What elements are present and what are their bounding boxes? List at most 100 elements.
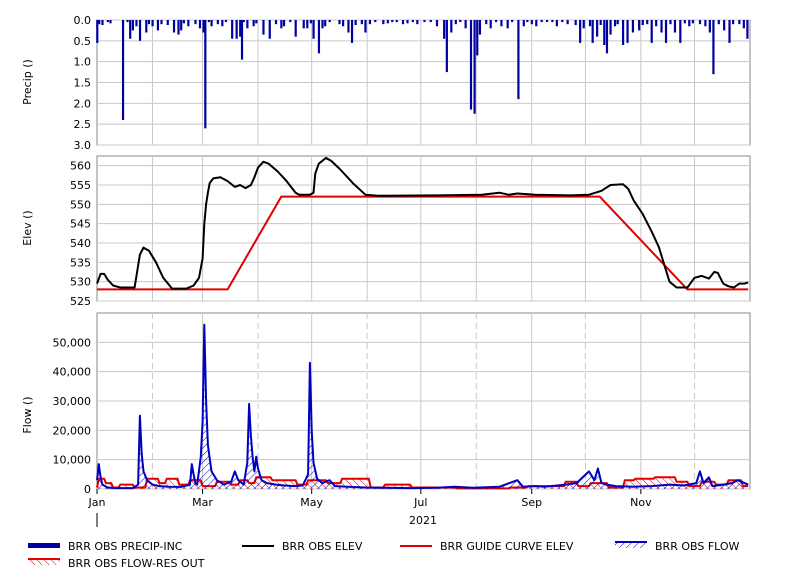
- precip-bar: [187, 20, 190, 27]
- precip-bar: [224, 20, 228, 23]
- precip-bar: [489, 20, 492, 29]
- precip-bar: [478, 20, 482, 35]
- elev-gridlines: [97, 156, 750, 302]
- precip-bar: [302, 20, 305, 29]
- elev-y-tick-label: 560: [70, 160, 91, 173]
- precip-bar: [294, 20, 297, 37]
- precip-bar: [391, 20, 394, 23]
- elev-guide-curve-line: [97, 195, 749, 291]
- precip-bar: [306, 20, 309, 29]
- precip-bar: [289, 20, 292, 23]
- precip-bar: [723, 20, 726, 31]
- legend-label: BRR OBS PRECIP-INC: [68, 540, 183, 553]
- precip-bar: [596, 20, 599, 37]
- precip-bars: [96, 20, 749, 129]
- precip-bar: [131, 20, 134, 31]
- precip-bar: [101, 20, 104, 25]
- flow-y-tick-label: 10,000: [53, 454, 92, 467]
- precip-bar: [360, 20, 363, 25]
- precip-bar: [691, 20, 694, 24]
- precip-bar: [522, 20, 525, 27]
- year-label: 2021: [409, 514, 437, 527]
- flow-res-out-line: [96, 476, 749, 490]
- precip-bar: [328, 20, 331, 23]
- elev-y-tick-label: 535: [70, 256, 91, 269]
- precip-bar: [613, 20, 617, 27]
- precip-bar: [182, 20, 185, 24]
- precip-bar: [708, 20, 711, 33]
- precip-bar: [664, 20, 668, 43]
- precip-bar: [574, 20, 577, 25]
- flow-y-tick-label: 0: [84, 483, 91, 496]
- flow-x-tick-label: Jul: [413, 496, 427, 509]
- precip-bar: [476, 20, 479, 56]
- precip-bar: [274, 20, 278, 25]
- flow-y-axis-label: Flow (): [21, 396, 34, 433]
- precip-bar: [450, 20, 453, 33]
- flow-x-tick-label: May: [300, 496, 323, 509]
- precip-bar: [129, 20, 132, 39]
- precip-bar: [341, 20, 345, 27]
- precip-bar: [255, 20, 258, 24]
- precip-bar: [126, 20, 129, 23]
- precip-bar: [338, 20, 341, 25]
- precip-y-ticks: 0.0 0.5 1.0 1.5 2.0 2.5 3.0: [74, 14, 92, 152]
- precip-bar: [500, 20, 503, 27]
- precip-bar: [588, 20, 592, 27]
- precip-bar: [395, 20, 398, 23]
- precip-bar: [221, 20, 224, 27]
- precip-y-tick-label: 2.0: [74, 97, 92, 110]
- precip-bar: [555, 20, 558, 27]
- precip-bar: [216, 20, 219, 25]
- elev-lines: [96, 156, 749, 291]
- precip-bar: [350, 20, 354, 43]
- precip-bar: [738, 20, 741, 25]
- precip-bar: [172, 20, 176, 33]
- precip-bar: [429, 20, 432, 23]
- precip-bar: [202, 20, 205, 33]
- legend-label: BRR OBS FLOW: [655, 540, 740, 553]
- precip-bar: [106, 20, 109, 23]
- precip-bar: [561, 20, 564, 23]
- precip-bar: [235, 20, 238, 39]
- elev-y-axis-label: Elev (): [21, 210, 34, 245]
- precip-bar: [631, 20, 635, 33]
- precip-bar: [445, 20, 448, 73]
- precip-bar: [511, 20, 514, 23]
- elev-y-tick-label: 540: [70, 237, 91, 250]
- precip-bar: [411, 20, 414, 23]
- legend-swatch-hatch: [615, 542, 647, 548]
- flow-y-tick-label: 40,000: [53, 366, 92, 379]
- precip-bar: [673, 20, 677, 33]
- legend-swatch-hatch: [28, 559, 60, 565]
- flow-observed-line: [96, 323, 749, 490]
- precip-bar: [551, 20, 554, 23]
- precip-bar: [717, 20, 720, 25]
- flow-y-tick-label: 50,000: [53, 336, 92, 349]
- precip-y-tick-label: 1.0: [74, 56, 92, 69]
- precip-bar: [239, 20, 242, 37]
- precip-bar: [204, 20, 207, 129]
- precip-bar: [96, 20, 99, 43]
- precip-bar: [603, 20, 606, 45]
- precip-bar: [177, 20, 180, 35]
- precip-bar: [728, 20, 731, 43]
- precip-bar: [540, 20, 543, 23]
- precip-bar: [660, 20, 663, 33]
- elev-panel: 525 530 535 540 545 550 555 560 Elev (): [21, 155, 751, 308]
- precip-bar: [599, 20, 602, 25]
- elev-y-tick-label: 550: [70, 198, 91, 211]
- precip-bar: [688, 20, 691, 27]
- precip-y-tick-label: 2.5: [74, 118, 92, 131]
- precip-bar: [401, 20, 405, 25]
- legend-swatch-precip: [28, 543, 60, 548]
- precip-bar: [704, 20, 707, 27]
- flow-y-ticks: 0 10,000 20,000 30,000 40,000 50,000: [53, 336, 92, 496]
- precip-y-tick-label: 0.5: [74, 35, 92, 48]
- precip-bar: [530, 20, 533, 25]
- precip-bar: [423, 20, 426, 23]
- precip-bar: [443, 20, 446, 39]
- precip-bar: [646, 20, 649, 25]
- precip-bar: [282, 20, 286, 27]
- precip-bar: [135, 20, 138, 27]
